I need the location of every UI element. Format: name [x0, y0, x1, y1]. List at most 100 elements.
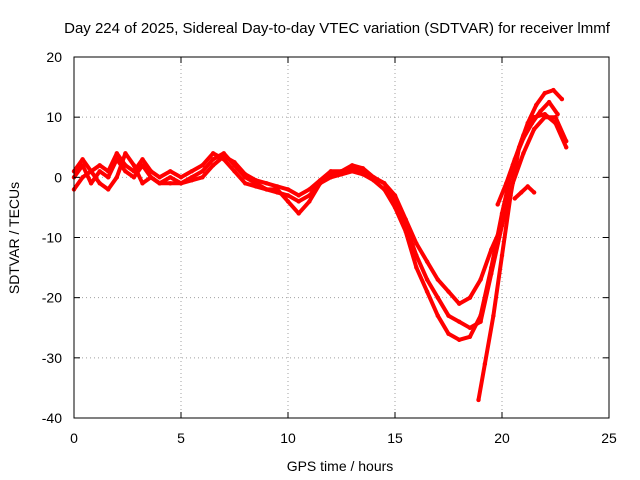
y-tick-label: 10 — [46, 109, 62, 125]
x-tick-label: 10 — [280, 430, 296, 446]
data-point — [531, 190, 537, 195]
y-tick-label: 0 — [54, 169, 62, 185]
data-point — [328, 169, 333, 174]
data-point — [482, 361, 488, 367]
data-point — [275, 184, 280, 189]
data-point — [243, 181, 248, 186]
data-point — [542, 90, 547, 96]
data-point — [424, 289, 430, 294]
series-group — [71, 87, 569, 403]
data-point — [264, 187, 269, 192]
data-point — [521, 136, 526, 141]
data-point — [210, 163, 216, 168]
data-point — [97, 181, 102, 186]
x-tick-labels: 0 5 10 15 20 25 — [70, 430, 617, 446]
data-point — [382, 181, 387, 186]
data-point — [495, 202, 500, 207]
data-point — [189, 169, 194, 174]
data-point — [350, 163, 355, 168]
data-point — [232, 169, 237, 174]
data-point — [446, 289, 451, 294]
data-point — [88, 181, 94, 186]
data-point — [80, 157, 85, 162]
data-point — [414, 253, 419, 258]
data-point — [534, 102, 539, 108]
data-point — [512, 196, 517, 201]
data-point — [564, 139, 569, 144]
data-point — [435, 313, 440, 318]
ticks — [73, 56, 610, 419]
data-point — [521, 151, 526, 156]
data-point — [414, 241, 419, 246]
x-tick-label: 20 — [494, 430, 510, 446]
data-point — [178, 175, 184, 180]
data-point — [478, 319, 483, 324]
data-point — [140, 157, 145, 162]
data-point — [140, 181, 145, 186]
data-point — [232, 160, 237, 165]
y-tick-labels: -40 -30 -20 -10 0 10 20 — [42, 49, 62, 426]
data-point — [200, 175, 205, 180]
data-point — [106, 169, 111, 174]
data-point — [210, 151, 216, 156]
data-point — [551, 87, 556, 93]
data-point — [221, 154, 226, 159]
data-point — [467, 334, 473, 339]
data-point — [168, 169, 173, 174]
data-point — [168, 181, 173, 186]
data-point — [285, 199, 291, 204]
data-point — [424, 259, 430, 264]
data-point — [168, 175, 173, 180]
data-point — [478, 277, 483, 282]
data-point — [157, 181, 162, 186]
data-point — [525, 184, 530, 189]
data-point — [564, 145, 569, 150]
data-point — [559, 96, 565, 102]
data-point — [123, 151, 128, 156]
data-point — [435, 295, 440, 300]
data-point — [296, 199, 301, 204]
data-point — [114, 151, 120, 156]
y-tick-label: 20 — [46, 49, 62, 65]
data-point — [88, 169, 94, 174]
y-tick-label: -40 — [42, 410, 62, 426]
y-tick-label: -10 — [42, 230, 62, 246]
data-point — [392, 193, 398, 198]
data-point — [285, 193, 291, 198]
data-point — [525, 121, 530, 126]
data-point — [178, 181, 184, 186]
data-point — [200, 169, 205, 174]
x-tick-label: 25 — [601, 430, 617, 446]
data-point — [414, 265, 419, 270]
data-point — [106, 187, 111, 192]
data-point — [253, 184, 259, 189]
data-point — [403, 217, 408, 222]
data-point — [307, 187, 312, 192]
data-point — [148, 169, 154, 174]
data-point — [157, 175, 162, 180]
data-point — [555, 112, 560, 117]
data-point — [131, 175, 137, 180]
y-tick-label: -20 — [42, 290, 62, 306]
data-point — [499, 223, 505, 228]
data-point — [123, 163, 128, 168]
data-point — [489, 271, 494, 276]
data-point — [210, 157, 216, 162]
data-point — [457, 301, 462, 306]
data-point — [131, 163, 137, 168]
chart-title: Day 224 of 2025, Sidereal Day-to-day VTE… — [64, 20, 611, 37]
x-tick-label: 15 — [387, 430, 403, 446]
data-point — [424, 277, 430, 282]
grid — [74, 57, 609, 418]
data-point — [97, 169, 102, 174]
data-point — [123, 169, 128, 174]
data-point — [317, 178, 323, 183]
data-point — [519, 190, 524, 195]
data-point — [114, 175, 120, 180]
data-point — [285, 187, 291, 192]
x-tick-label: 5 — [177, 430, 185, 446]
y-axis-label: SDTVAR / TECUs — [6, 182, 22, 294]
data-point — [531, 127, 537, 132]
